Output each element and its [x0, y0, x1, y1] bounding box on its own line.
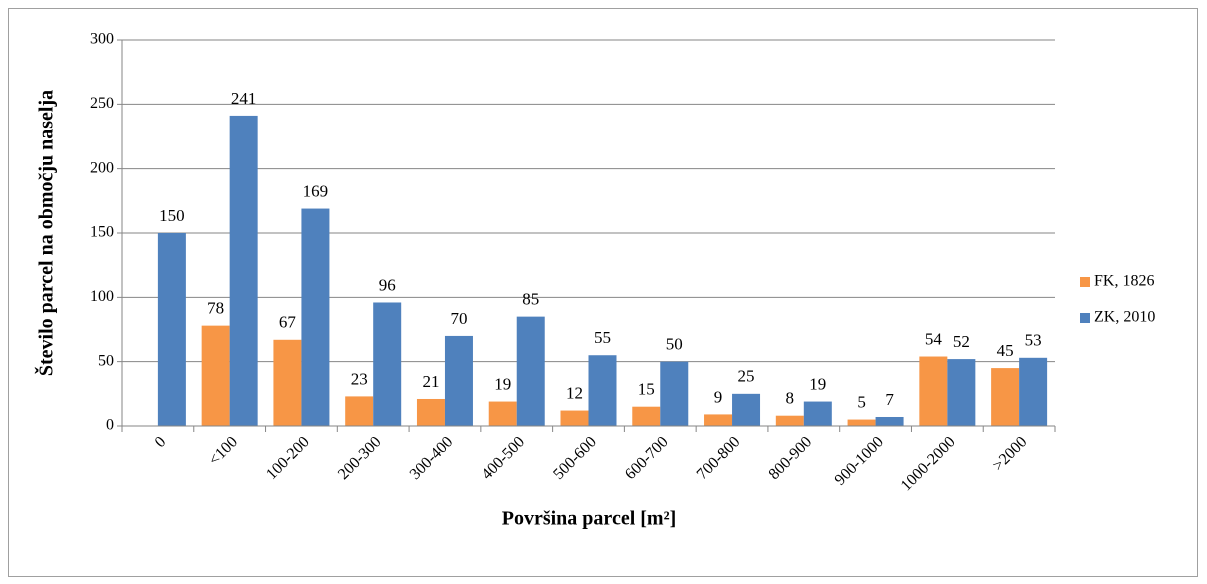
y-tick-label: 50 — [98, 352, 114, 369]
value-label: 50 — [666, 335, 683, 354]
chart-border — [8, 8, 1198, 577]
bar — [660, 361, 689, 426]
y-tick-label: 200 — [90, 159, 114, 176]
value-label: 21 — [422, 372, 439, 391]
y-tick-label: 300 — [90, 31, 114, 48]
bar — [875, 416, 904, 426]
value-label: 85 — [522, 290, 539, 309]
value-label: 241 — [231, 89, 257, 108]
bar — [488, 401, 517, 426]
x-axis-title: Površina parcel [m²] — [502, 508, 676, 530]
value-label: 54 — [925, 329, 943, 348]
legend-label: FK, 1826 — [1094, 273, 1154, 290]
bar — [301, 208, 330, 426]
value-label: 7 — [885, 390, 894, 409]
bar — [273, 339, 302, 426]
value-label: 150 — [159, 206, 185, 225]
bar — [560, 410, 589, 426]
bar — [373, 302, 402, 426]
bar — [157, 233, 186, 426]
bar — [345, 396, 374, 426]
y-tick-label: 0 — [106, 417, 114, 434]
bar — [732, 393, 761, 426]
value-label: 12 — [566, 383, 583, 402]
bar — [775, 415, 804, 426]
bar — [632, 406, 661, 426]
value-label: 55 — [594, 328, 611, 347]
value-label: 45 — [997, 341, 1014, 360]
bar — [919, 356, 948, 426]
bar — [803, 401, 832, 426]
value-label: 9 — [714, 387, 723, 406]
bar — [588, 355, 617, 426]
bar — [991, 368, 1020, 426]
legend-swatch — [1080, 277, 1090, 287]
bar — [201, 325, 230, 426]
y-tick-label: 250 — [90, 95, 114, 112]
value-label: 15 — [638, 380, 655, 399]
bar — [704, 414, 733, 426]
value-label: 169 — [303, 181, 329, 200]
value-label: 23 — [351, 369, 368, 388]
legend-label: ZK, 2010 — [1094, 309, 1155, 326]
legend-swatch — [1080, 313, 1090, 323]
bar — [416, 398, 445, 426]
value-label: 67 — [279, 313, 297, 332]
value-label: 8 — [786, 389, 795, 408]
y-tick-label: 100 — [90, 288, 114, 305]
bar — [229, 115, 258, 426]
value-label: 5 — [857, 392, 866, 411]
value-label: 78 — [207, 299, 224, 318]
bar — [1019, 357, 1048, 426]
bar — [847, 419, 876, 426]
y-tick-label: 150 — [90, 224, 114, 241]
value-label: 70 — [450, 309, 467, 328]
value-label: 19 — [809, 374, 826, 393]
bar — [947, 359, 976, 426]
value-label: 25 — [738, 367, 755, 386]
value-label: 53 — [1025, 331, 1042, 350]
value-label: 19 — [494, 374, 511, 393]
value-label: 52 — [953, 332, 970, 351]
bar — [444, 335, 473, 426]
y-axis-title: Število parcel na območju naselja — [34, 90, 58, 376]
value-label: 96 — [379, 275, 396, 294]
bar — [516, 316, 545, 426]
